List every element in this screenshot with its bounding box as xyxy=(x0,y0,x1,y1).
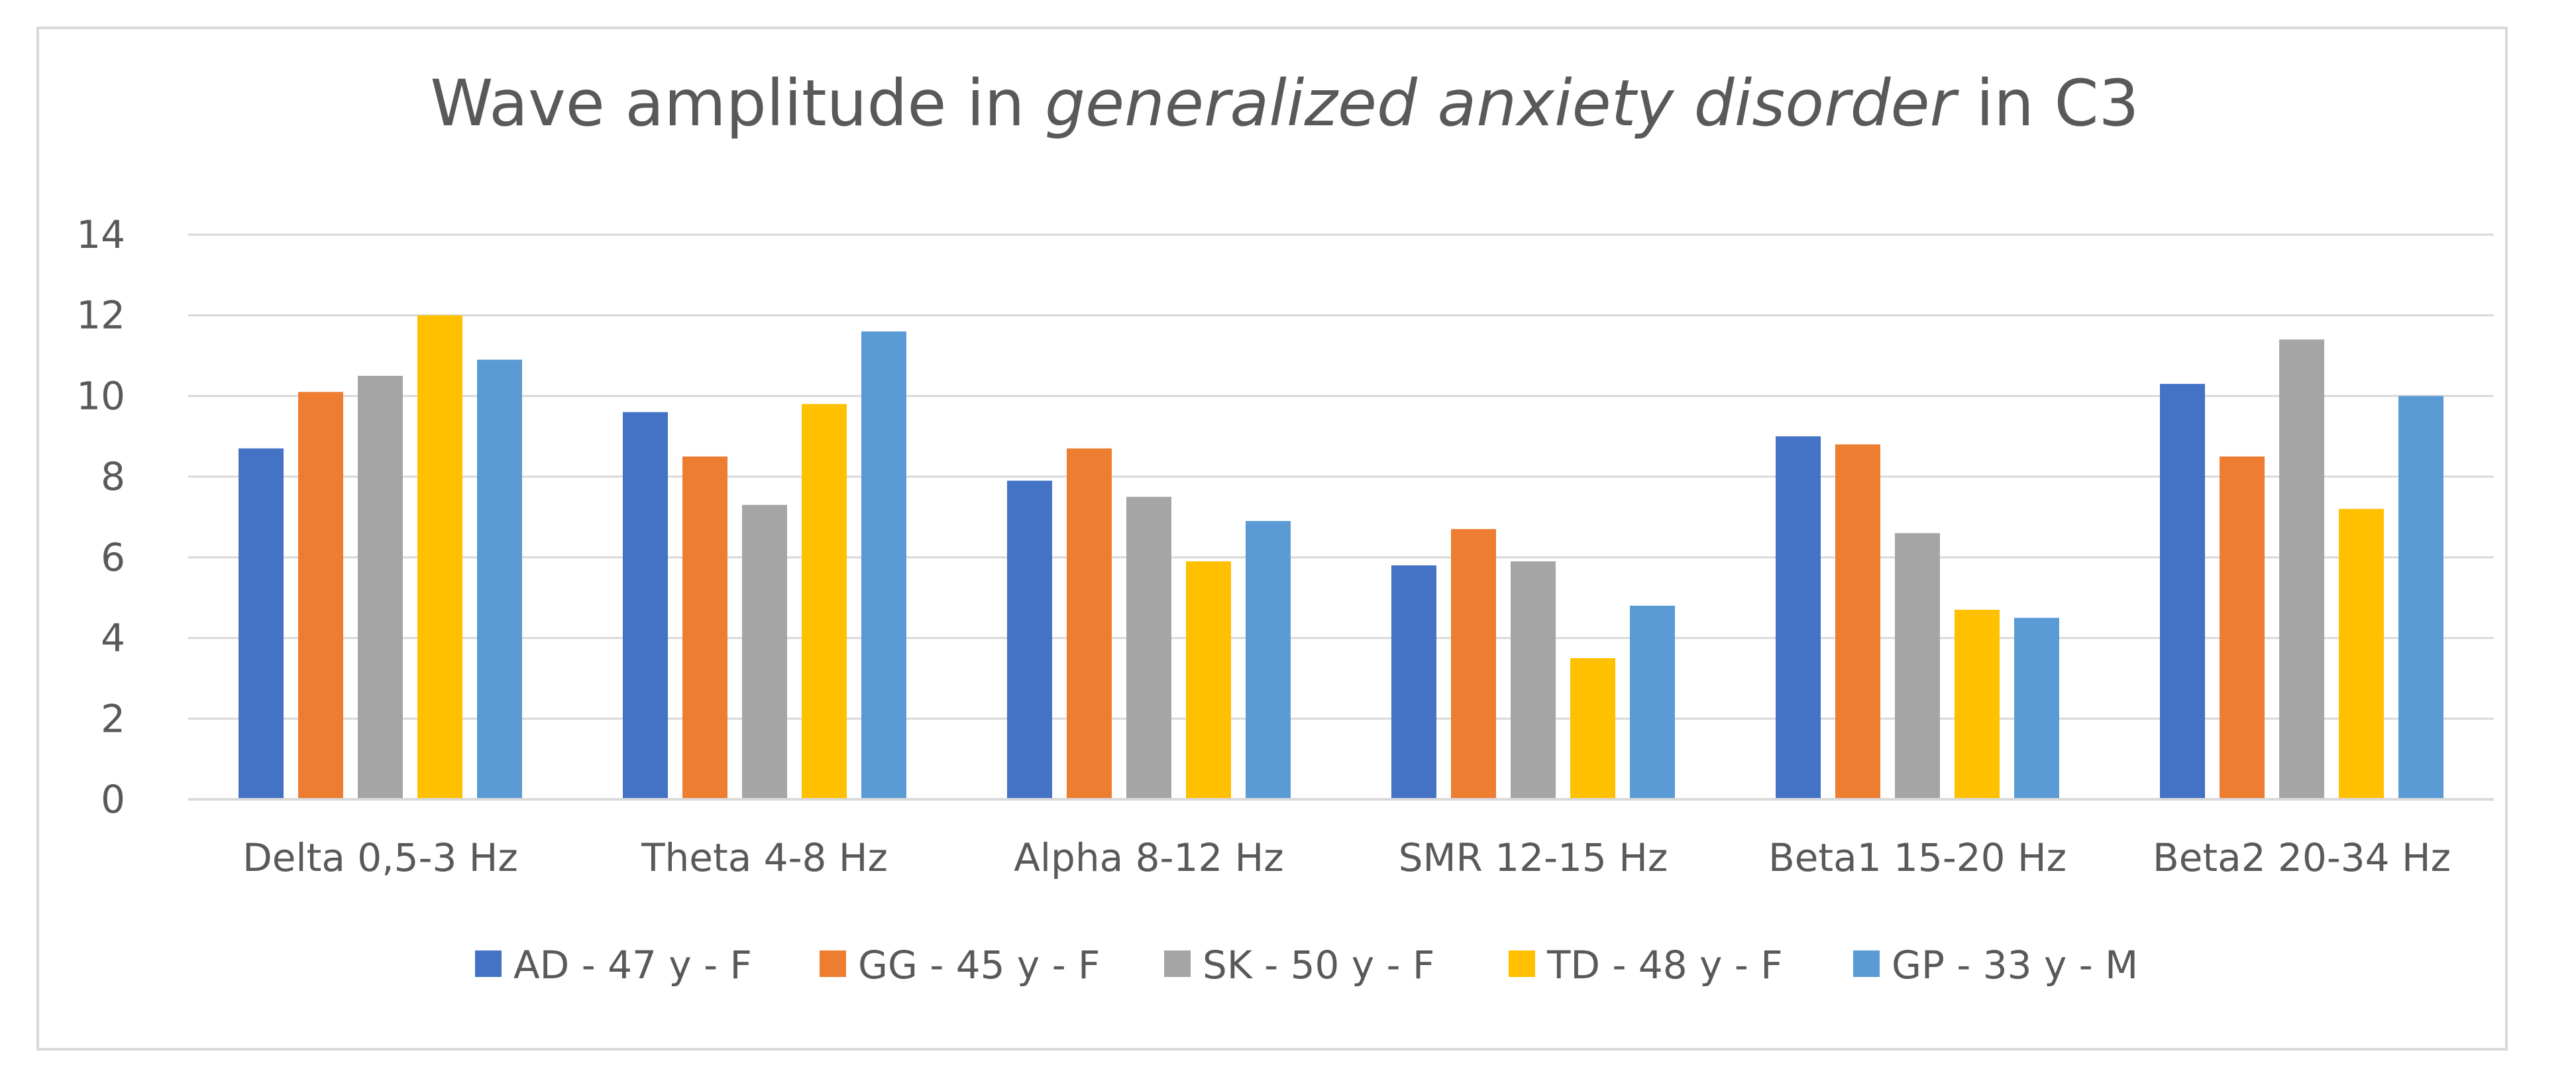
x-category-label: Theta 4-8 Hz xyxy=(641,835,888,880)
chart: Wave amplitude in generalized anxiety di… xyxy=(76,66,2494,988)
bar xyxy=(2014,618,2059,799)
bar xyxy=(2160,384,2205,799)
bar xyxy=(1007,481,1052,799)
legend-swatch xyxy=(1164,950,1191,977)
y-tick-label: 6 xyxy=(101,535,125,580)
x-category-label: Beta1 15-20 Hz xyxy=(1768,835,2066,880)
y-tick-label: 14 xyxy=(76,212,125,257)
y-tick-label: 10 xyxy=(76,373,125,418)
bar xyxy=(477,359,522,799)
bars xyxy=(239,315,2443,799)
bar xyxy=(1511,561,1556,799)
bar xyxy=(1391,565,1436,799)
bar xyxy=(1246,521,1291,799)
chart-title-suffix: in C3 xyxy=(1956,66,2139,141)
bar xyxy=(2220,456,2265,799)
legend-label: AD - 47 y - F xyxy=(513,943,752,988)
bar xyxy=(1126,496,1171,799)
y-tick-label: 2 xyxy=(101,696,125,741)
legend-swatch xyxy=(475,950,502,977)
x-category-label: SMR 12-15 Hz xyxy=(1399,835,1668,880)
legend-label: GG - 45 y - F xyxy=(858,943,1100,988)
legend-swatch xyxy=(1853,950,1880,977)
bar xyxy=(802,404,847,799)
x-category-label: Alpha 8-12 Hz xyxy=(1014,835,1283,880)
bar xyxy=(1630,605,1675,799)
bar xyxy=(417,315,462,799)
bar xyxy=(2279,339,2324,799)
legend: AD - 47 y - F GG - 45 y - F SK - 50 y - F T… xyxy=(475,943,2138,988)
legend-swatch xyxy=(820,950,846,977)
bar xyxy=(1186,561,1231,799)
chart-frame: Wave amplitude in generalized anxiety di… xyxy=(36,27,2508,1051)
y-axis-ticks: 0 2 4 6 8 10 12 14 xyxy=(76,212,125,822)
bar xyxy=(358,376,403,799)
bar xyxy=(1067,448,1112,799)
legend-label: TD - 48 y - F xyxy=(1546,943,1783,988)
bar xyxy=(1955,609,2000,799)
bar xyxy=(682,456,727,799)
bar xyxy=(2339,508,2384,799)
bar xyxy=(1776,436,1821,799)
legend-label: SK - 50 y - F xyxy=(1203,943,1434,988)
bar xyxy=(623,412,668,799)
bar xyxy=(742,504,787,799)
bar xyxy=(1570,658,1615,799)
legend-swatch xyxy=(1509,950,1535,977)
bar xyxy=(1895,533,1940,799)
gridlines xyxy=(188,233,2494,720)
bar xyxy=(1451,529,1496,799)
x-category-label: Delta 0,5-3 Hz xyxy=(242,835,518,880)
bar xyxy=(239,448,284,799)
y-tick-label: 12 xyxy=(76,293,125,338)
chart-title-prefix: Wave amplitude in xyxy=(430,66,1045,141)
y-tick-label: 0 xyxy=(101,777,125,822)
chart-title-italic: generalized anxiety disorder xyxy=(1045,66,1959,141)
x-axis-category-labels: Delta 0,5-3 Hz Theta 4-8 Hz Alpha 8-12 Hz S… xyxy=(242,835,2451,880)
legend-label: GP - 33 y - M xyxy=(1892,943,2138,988)
x-category-label: Beta2 20-34 Hz xyxy=(2153,835,2451,880)
bar xyxy=(298,392,343,799)
y-tick-label: 8 xyxy=(101,454,125,499)
bar xyxy=(2398,396,2443,799)
bar xyxy=(861,331,906,799)
bar xyxy=(1835,444,1880,799)
y-tick-label: 4 xyxy=(101,616,125,661)
chart-title: Wave amplitude in generalized anxiety di… xyxy=(430,66,2139,141)
